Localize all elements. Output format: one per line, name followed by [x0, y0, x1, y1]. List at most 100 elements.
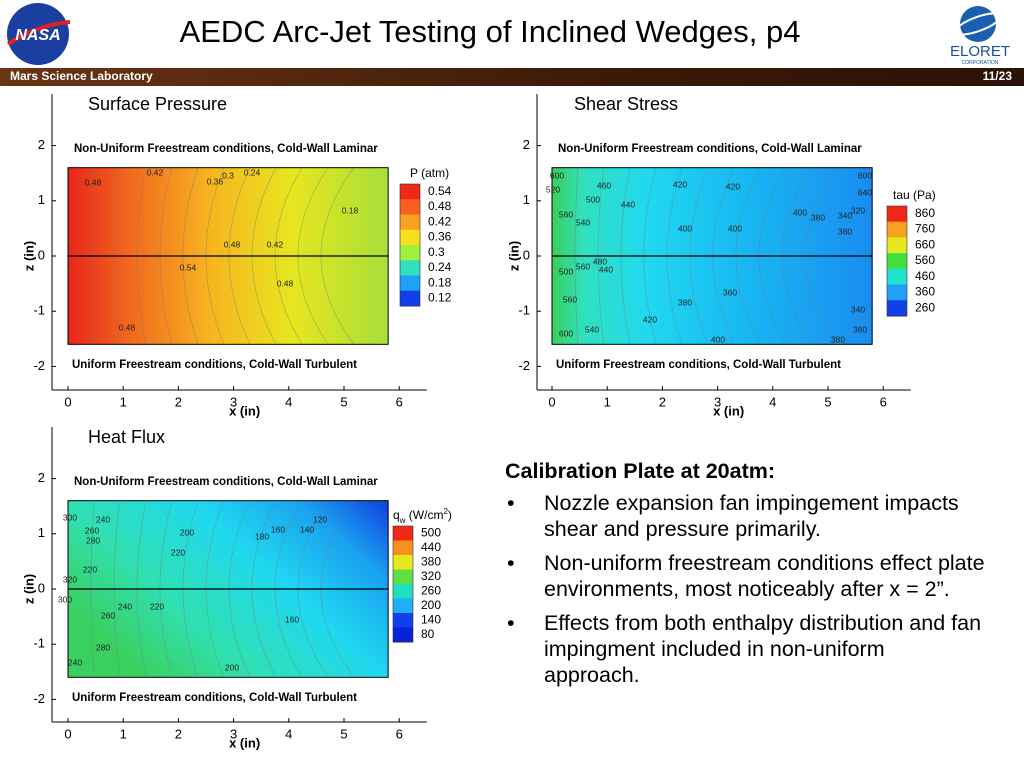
- colorbar-band: [393, 555, 413, 570]
- contour-line: [666, 167, 683, 345]
- contour-label: 560: [559, 209, 573, 219]
- contour-field: [551, 167, 873, 345]
- contour-label: 460: [597, 180, 611, 190]
- y-tick-label: -1: [33, 303, 45, 318]
- x-tick-label: 3: [230, 726, 237, 741]
- contour-label: 640: [858, 187, 872, 197]
- colorbar-band: [393, 569, 413, 585]
- contour-label: 0.24: [244, 167, 261, 177]
- colorbar-tick-label: 260: [421, 583, 441, 597]
- colorbar-tick-label: 0.12: [428, 291, 452, 305]
- x-tick-label: 1: [120, 726, 127, 741]
- contour-label: 480: [593, 256, 607, 266]
- x-tick-label: 6: [396, 726, 403, 741]
- colorbar-frame: [886, 205, 908, 317]
- contour-line: [228, 167, 251, 345]
- y-tick-label: 1: [38, 525, 45, 540]
- colorbar-title: qw (W/cm2): [393, 507, 452, 525]
- x-tick-label: 1: [604, 394, 611, 409]
- contour-line: [274, 500, 303, 678]
- x-tick-label: 5: [340, 726, 347, 741]
- colorbar-band: [400, 275, 420, 292]
- y-tick-label: 2: [38, 137, 45, 152]
- colorbar-title: tau (Pa): [893, 188, 936, 202]
- colorbar-frame: [399, 183, 421, 307]
- contour-label: 0.42: [147, 167, 164, 177]
- colorbar-tick-label: 0.36: [428, 230, 452, 244]
- contour-label: 400: [711, 334, 725, 344]
- x-tick-label: 2: [175, 394, 182, 409]
- bottom-label: Uniform Freestream conditions, Cold-Wall…: [72, 359, 357, 371]
- contour-label: 0.54: [180, 262, 197, 272]
- contour-line: [182, 500, 199, 678]
- text-block: Calibration Plate at 20atm: Nozzle expan…: [505, 458, 985, 696]
- contour-label: 380: [811, 212, 825, 222]
- contour-label: 220: [83, 564, 97, 574]
- contour-line: [182, 167, 199, 345]
- colorbar-band: [887, 268, 907, 286]
- y-tick-label: 2: [38, 470, 45, 485]
- contour-line: [113, 167, 121, 345]
- colorbar-band: [400, 245, 420, 261]
- contour-label: 240: [118, 601, 132, 611]
- y-tick-label: -1: [518, 303, 530, 318]
- colorbar-tick-label: 860: [915, 206, 935, 220]
- contour-label: 0.3: [222, 170, 234, 180]
- colorbar-title-part: ): [448, 508, 452, 522]
- contour-line: [205, 500, 225, 678]
- x-tick-label: 4: [285, 394, 292, 409]
- colorbar-tick-label: 140: [421, 612, 441, 626]
- x-tick-label: 0: [548, 394, 555, 409]
- y-axis-label: z (in): [21, 241, 36, 271]
- colorbar-title-part: tau (Pa): [893, 188, 936, 202]
- x-tick-label: 3: [230, 394, 237, 409]
- contour-label: 500: [586, 194, 600, 204]
- contour-label: 240: [96, 514, 110, 524]
- colorbar-band: [393, 598, 413, 614]
- colorbar-tick-label: 260: [915, 300, 935, 314]
- contour-label: 500: [559, 266, 573, 276]
- contour-line: [781, 167, 813, 345]
- top-label: Non-Uniform Freestream conditions, Cold-…: [74, 476, 378, 488]
- contour-label: 360: [853, 324, 867, 334]
- contour-label: 220: [171, 547, 185, 557]
- contour-line: [712, 167, 735, 345]
- colorbar-tick-label: 0.54: [428, 184, 452, 198]
- colorbar-band: [393, 613, 413, 628]
- colorbar-band: [400, 214, 420, 231]
- contour-label: 260: [85, 525, 99, 535]
- contour-line: [297, 500, 329, 678]
- plot-title: Heat Flux: [88, 427, 165, 447]
- x-tick-label: 0: [64, 726, 71, 741]
- bottom-label: Uniform Freestream conditions, Cold-Wall…: [556, 359, 841, 371]
- contour-label: 280: [96, 642, 110, 652]
- colorbar-tick-label: 0.3: [428, 245, 445, 259]
- contour-label: 0.42: [267, 239, 284, 249]
- colorbar-band: [887, 221, 907, 238]
- contour-label: 400: [728, 223, 742, 233]
- contour-label: 600: [559, 328, 573, 338]
- x-tick-label: 4: [769, 394, 776, 409]
- contour-label: 360: [723, 287, 737, 297]
- contour-label: 320: [851, 205, 865, 215]
- contour-label: 0.48: [119, 322, 136, 332]
- colorbar-tick-label: 0.18: [428, 275, 452, 289]
- contour-label: 0.48: [224, 239, 241, 249]
- colorbar-title-part: 2: [443, 507, 448, 516]
- y-tick-label: 2: [523, 137, 530, 152]
- colorbar-tick-label: 0.42: [428, 214, 452, 228]
- colorbar-band: [887, 253, 907, 270]
- colorbar-tick-label: 560: [915, 253, 935, 267]
- colorbar-band: [400, 184, 420, 200]
- contour-label: 340: [851, 304, 865, 314]
- contour-label: 600: [550, 170, 564, 180]
- colorbar-tick-label: 80: [421, 627, 435, 641]
- colorbar-title-part: P (atm): [410, 166, 449, 180]
- y-axis-label: z (in): [506, 241, 521, 271]
- x-axis-label: x (in): [229, 403, 260, 418]
- bullet: Non-uniform freestream conditions effect…: [505, 550, 985, 602]
- y-tick-label: 0: [523, 247, 530, 262]
- colorbar-tick-label: 360: [915, 285, 935, 299]
- colorbar-title-part: w: [399, 516, 406, 525]
